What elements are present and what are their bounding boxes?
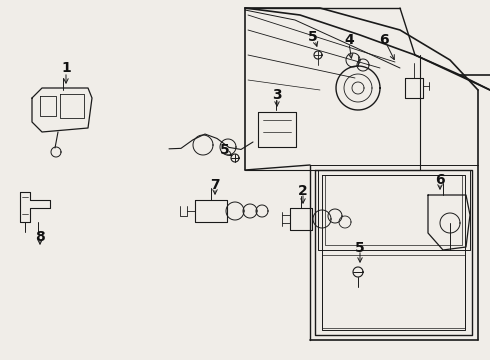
Text: 5: 5: [355, 241, 365, 255]
Text: 4: 4: [344, 33, 354, 47]
Text: 3: 3: [272, 88, 282, 102]
Text: 5: 5: [308, 30, 318, 44]
Text: 5: 5: [220, 143, 230, 157]
Text: 6: 6: [379, 33, 389, 47]
Text: 1: 1: [61, 61, 71, 75]
Text: 7: 7: [210, 178, 220, 192]
Text: 2: 2: [298, 184, 308, 198]
Text: 8: 8: [35, 230, 45, 244]
Text: 6: 6: [435, 173, 445, 187]
